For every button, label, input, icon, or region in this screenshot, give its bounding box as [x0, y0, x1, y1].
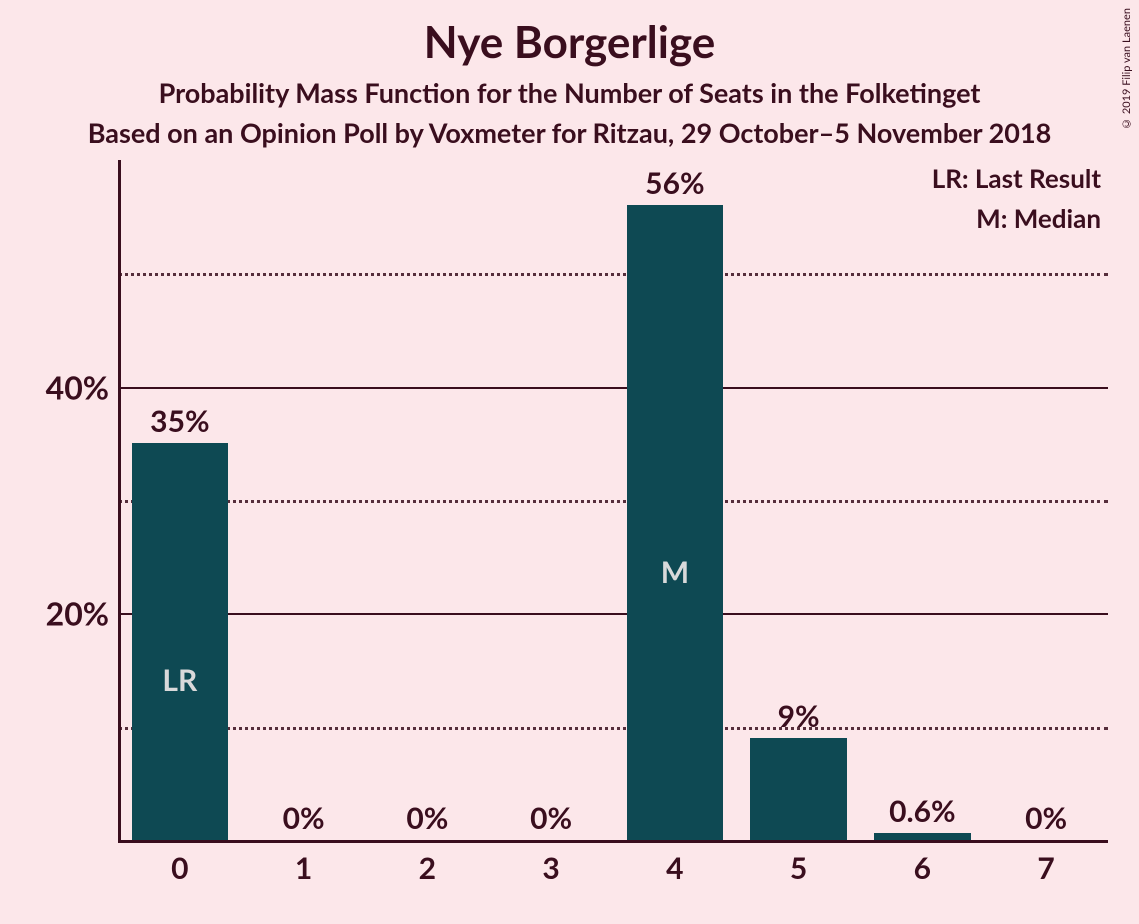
value-label: 9%	[778, 698, 820, 734]
grid-minor	[118, 500, 1108, 503]
grid-major	[118, 613, 1108, 615]
chart-subtitle-2: Based on an Opinion Poll by Voxmeter for…	[0, 116, 1139, 149]
x-tick-label: 2	[419, 850, 436, 886]
y-tick-label: 20%	[46, 594, 109, 633]
value-label: 0%	[406, 800, 448, 836]
x-tick-label: 1	[295, 850, 312, 886]
in-bar-label: LR	[162, 662, 197, 698]
value-label: 0%	[1025, 800, 1067, 836]
x-tick-label: 0	[171, 850, 188, 886]
in-bar-label: M	[661, 554, 689, 590]
value-label: 0.6%	[889, 793, 956, 829]
value-label: 0%	[530, 800, 572, 836]
x-tick-label: 5	[790, 850, 807, 886]
chart-container: Nye Borgerlige Probability Mass Function…	[0, 0, 1139, 924]
x-tick-label: 4	[666, 850, 683, 886]
plot-area	[118, 160, 1108, 840]
x-axis	[118, 840, 1108, 843]
grid-minor	[118, 727, 1108, 730]
value-label: 35%	[150, 403, 209, 439]
x-tick-label: 3	[542, 850, 559, 886]
grid-major	[118, 387, 1108, 389]
grid-minor	[118, 273, 1108, 276]
chart-subtitle-1: Probability Mass Function for the Number…	[0, 76, 1139, 109]
bar	[750, 738, 847, 840]
value-label: 56%	[645, 165, 704, 201]
y-tick-label: 40%	[46, 367, 109, 406]
bar	[627, 205, 724, 840]
copyright-text: © 2019 Filip van Laenen	[1120, 8, 1133, 130]
x-tick-label: 7	[1037, 850, 1054, 886]
chart-title: Nye Borgerlige	[0, 16, 1139, 68]
bar	[132, 443, 229, 840]
value-label: 0%	[283, 800, 325, 836]
bar	[874, 833, 971, 840]
x-tick-label: 6	[914, 850, 931, 886]
